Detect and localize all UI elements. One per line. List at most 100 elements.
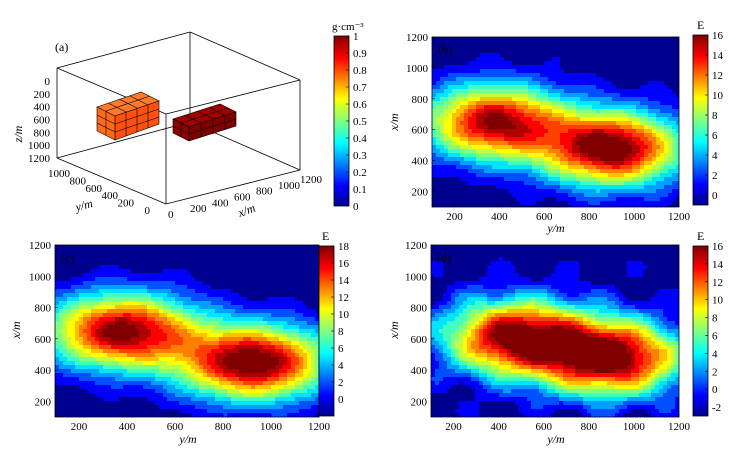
panel-a-xtick: 1200 (300, 174, 323, 186)
contour-cell (91, 333, 96, 338)
contour-cell (235, 285, 240, 290)
contour-cell (660, 201, 665, 206)
contour-cell (143, 349, 148, 354)
contour-cell (255, 285, 260, 290)
contour-cell (215, 377, 220, 382)
contour-cell (103, 345, 108, 350)
contour-cell (664, 173, 669, 178)
contour-cell (219, 277, 224, 282)
contour-cell (564, 137, 569, 142)
contour-cell (119, 277, 124, 282)
contour-cell (540, 65, 545, 70)
contour-cell (71, 357, 76, 362)
contour-cell (484, 185, 489, 190)
contour-cell (79, 345, 84, 350)
contour-cell (448, 173, 453, 178)
contour-cell (307, 249, 312, 254)
contour-cell (107, 357, 112, 362)
contour-cell (199, 361, 204, 366)
contour-cell (267, 353, 272, 358)
contour-cell (432, 193, 437, 198)
contour-cell (235, 341, 240, 346)
contour-cell (119, 301, 124, 306)
contour-cell (532, 49, 537, 54)
contour-cell (488, 205, 493, 207)
contour-cell (83, 253, 88, 258)
contour-cell (291, 337, 296, 342)
contour-cell (488, 177, 493, 182)
contour-cell (580, 93, 585, 98)
contour-cell (660, 189, 665, 194)
contour-cell (432, 73, 437, 78)
contour-cell (203, 313, 208, 318)
contour-cell (91, 357, 96, 362)
contour-cell (624, 125, 629, 130)
contour-cell (191, 253, 196, 258)
contour-cell (528, 97, 533, 102)
contour-cell (115, 321, 120, 326)
contour-cell (247, 273, 252, 278)
contour-cell (644, 45, 649, 50)
contour-cell (95, 321, 100, 326)
contour-cell (263, 253, 268, 258)
contour-cell (215, 245, 220, 250)
contour-cell (91, 345, 96, 350)
contour-cell (520, 57, 525, 62)
contour-cell (664, 65, 669, 70)
contour-cell (203, 341, 208, 346)
contour-cell (532, 41, 537, 46)
contour-cell (452, 149, 457, 154)
contour-cell (131, 357, 136, 362)
contour-cell (67, 309, 72, 314)
contour-cell (79, 321, 84, 326)
contour-cell (448, 73, 453, 78)
contour-cell (311, 345, 316, 350)
contour-cell (532, 145, 537, 150)
contour-cell (99, 337, 104, 342)
contour-cell (247, 313, 252, 318)
contour-cell (79, 257, 84, 262)
contour-cell (540, 129, 545, 134)
contour-cell (287, 357, 292, 362)
contour-cell (111, 257, 116, 262)
contour-cell (636, 197, 641, 202)
contour-cell (179, 329, 184, 334)
contour-cell (287, 325, 292, 330)
contour-cell (291, 353, 296, 358)
contour-cell (59, 289, 64, 294)
contour-cell (87, 277, 92, 282)
contour-cell (508, 181, 513, 186)
contour-cell (580, 77, 585, 82)
contour-cell (103, 361, 108, 366)
contour-cell (616, 49, 621, 54)
contour-cell (295, 313, 300, 318)
contour-cell (259, 313, 264, 318)
contour-cell (287, 269, 292, 274)
contour-cell (492, 177, 497, 182)
contour-cell (548, 133, 553, 138)
contour-cell (167, 273, 172, 278)
contour-cell (59, 249, 64, 254)
contour-cell (63, 377, 68, 382)
contour-cell (616, 185, 621, 190)
contour-cell (620, 101, 625, 106)
contour-cell (608, 141, 613, 146)
contour-cell (444, 113, 449, 118)
contour-cell (191, 285, 196, 290)
contour-cell (500, 181, 505, 186)
contour-cell (652, 101, 657, 106)
contour-cell (151, 273, 156, 278)
contour-cell (267, 289, 272, 294)
contour-cell (111, 309, 116, 314)
contour-cell (259, 269, 264, 274)
contour-cell (556, 73, 561, 78)
contour-cell (440, 61, 445, 66)
contour-cell (123, 285, 128, 290)
contour-cell (540, 89, 545, 94)
contour-cell (83, 341, 88, 346)
contour-cell (460, 133, 465, 138)
contour-cell (628, 77, 633, 82)
contour-cell (536, 113, 541, 118)
contour-cell (99, 313, 104, 318)
contour-cell (660, 89, 665, 94)
